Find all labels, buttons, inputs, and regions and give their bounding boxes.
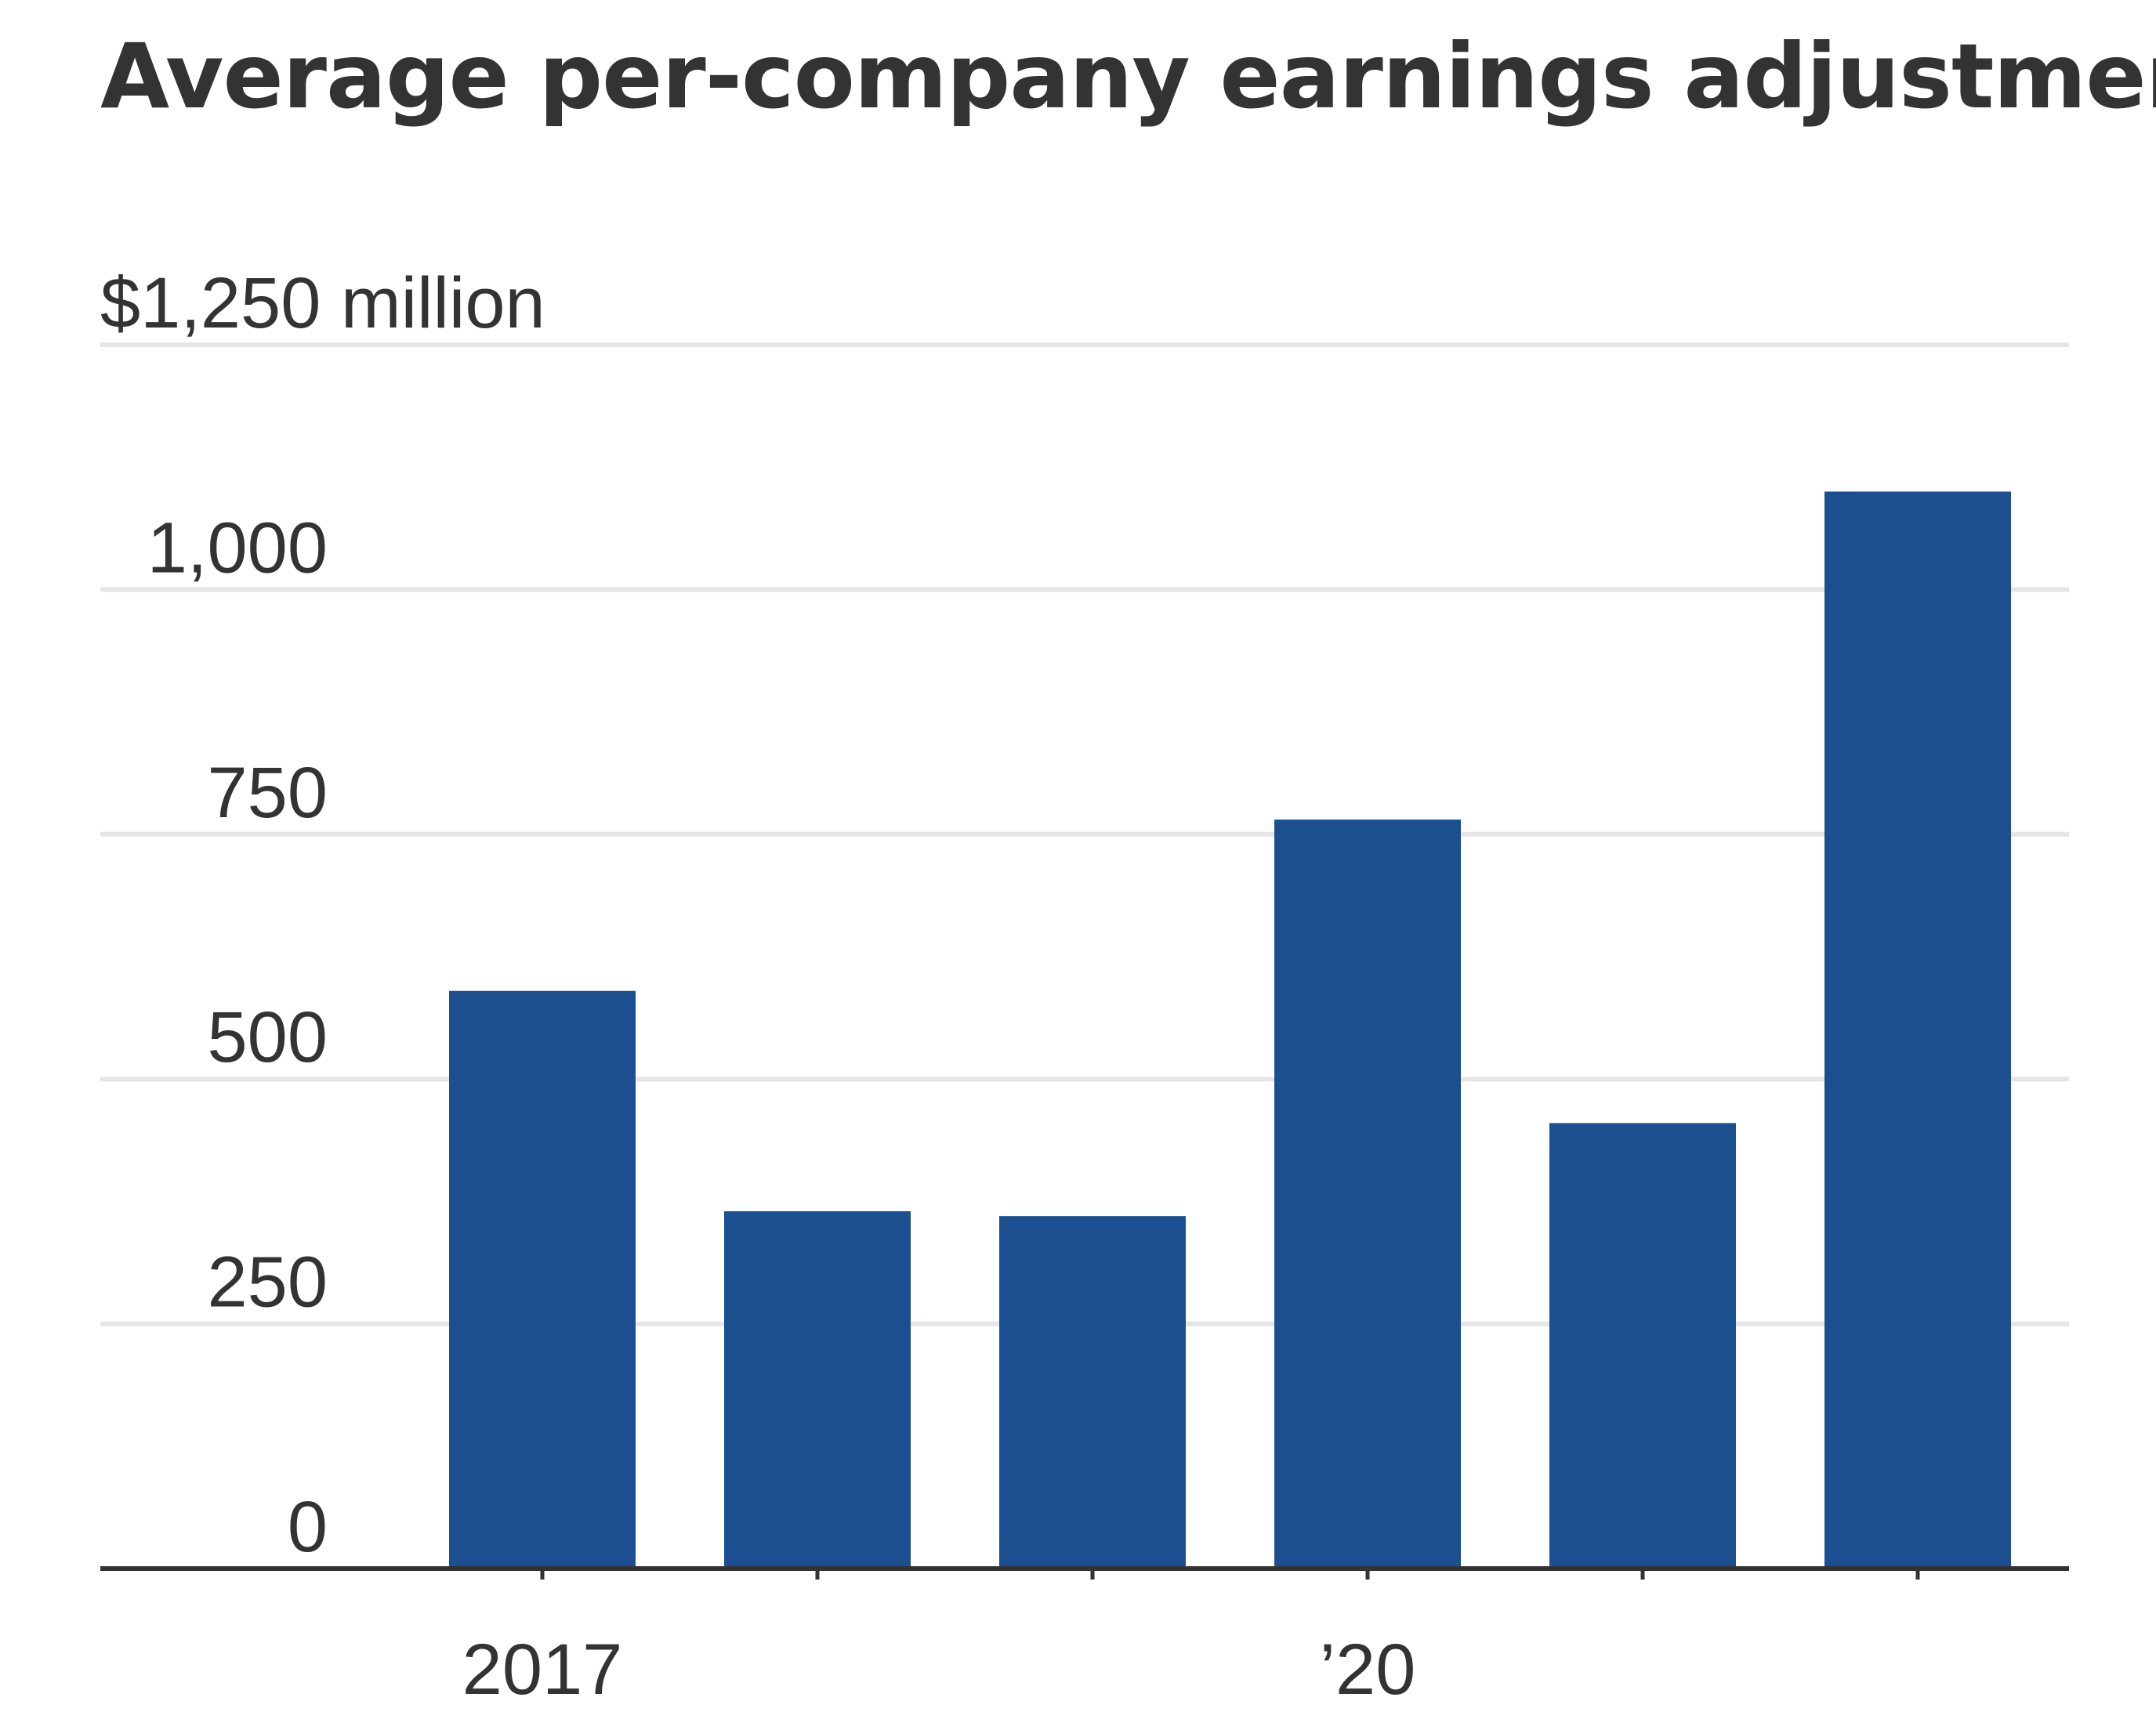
- bar-2022: [1824, 491, 2011, 1569]
- gridlines: [100, 342, 2069, 1326]
- x-tick-label: ’20: [1320, 1630, 1416, 1710]
- y-tick-label: 1,000: [147, 508, 328, 588]
- bar-2020: [1274, 820, 1461, 1569]
- y-tick-label: $1,250 million: [100, 263, 545, 343]
- x-tick-label: 2017: [462, 1630, 623, 1710]
- y-axis-tick-labels: 0 250 500 750 1,000 $1,250 million: [100, 263, 545, 1567]
- bar-2017: [449, 990, 636, 1569]
- x-axis: [100, 1566, 2069, 1580]
- bar-2018: [724, 1211, 911, 1569]
- bar-2019: [999, 1216, 1186, 1569]
- bars: [449, 491, 2011, 1569]
- y-tick-label: 0: [288, 1487, 328, 1567]
- y-tick-label: 250: [208, 1243, 328, 1323]
- y-tick-label: 500: [208, 997, 328, 1077]
- chart-title: Average per-company earnings adjustment: [100, 24, 2156, 128]
- bar-2021: [1549, 1123, 1736, 1569]
- y-tick-label: 750: [208, 753, 328, 833]
- x-axis-tick-labels: 2017 ’20: [462, 1630, 1416, 1710]
